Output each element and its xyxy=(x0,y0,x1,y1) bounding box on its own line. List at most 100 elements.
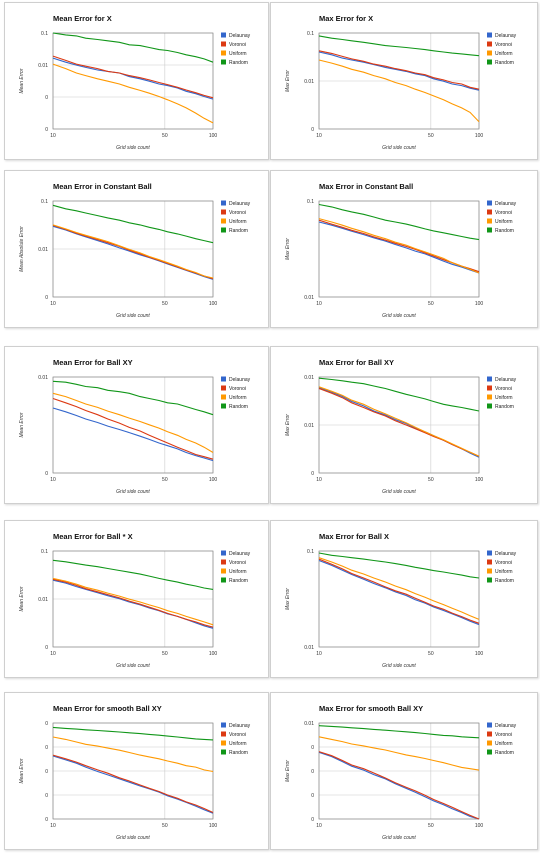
x-tick-label: 50 xyxy=(428,133,434,139)
chart-title: Max Error in Constant Ball xyxy=(319,182,413,191)
legend-swatch xyxy=(221,59,226,65)
legend-label: Uniform xyxy=(229,395,247,401)
chart-card: Mean Error for X 10 50 100 0 0 0.01 0.1 Grid sid… xyxy=(4,2,269,160)
legend-swatch xyxy=(487,41,492,47)
legend-label: Delaunay xyxy=(495,201,517,207)
line-chart: Max Error for smooth Ball XY 10 50 100 0 0 0 0 0… xyxy=(285,704,517,841)
y-axis-label: Mean Error xyxy=(19,586,25,611)
y-tick-label: 0 xyxy=(45,817,48,823)
chart-title: Max Error for X xyxy=(319,14,373,23)
x-tick-label: 100 xyxy=(209,301,218,307)
legend-swatch xyxy=(221,550,226,556)
chart-card: Max Error for Ball XY 10 50 100 0 0.01 0.01 Gri… xyxy=(270,346,538,504)
y-tick-label: 0.01 xyxy=(304,295,314,301)
chart-card: Max Error in Constant Ball 10 50 100 0.01 0.1… xyxy=(270,170,538,328)
chart-title: Mean Error for smooth Ball XY xyxy=(53,704,162,713)
y-tick-label: 0.01 xyxy=(304,79,314,85)
series-line-uniform xyxy=(52,224,214,279)
line-chart: Max Error for Ball XY 10 50 100 0 0.01 0.01 Gri… xyxy=(285,358,517,495)
legend-label: Random xyxy=(495,404,514,410)
legend-swatch xyxy=(487,32,492,38)
y-tick-label: 0 xyxy=(45,127,48,133)
y-tick-label: 0.1 xyxy=(307,549,314,555)
legend-label: Voronoi xyxy=(229,386,246,392)
legend-swatch xyxy=(221,740,226,746)
x-tick-label: 10 xyxy=(50,301,56,307)
y-tick-label: 0.1 xyxy=(41,549,48,555)
legend-swatch xyxy=(221,200,226,206)
legend-swatch xyxy=(487,550,492,556)
x-tick-label: 100 xyxy=(475,823,484,829)
y-axis-label: Mean Error xyxy=(19,412,25,437)
series-line-random xyxy=(52,726,214,741)
legend-label: Uniform xyxy=(495,741,513,747)
legend-label: Delaunay xyxy=(229,723,251,729)
y-tick-label: 0.01 xyxy=(38,375,48,381)
series-line-voronoi xyxy=(52,397,214,460)
y-tick-label: 0.1 xyxy=(307,31,314,37)
x-tick-label: 10 xyxy=(316,477,322,483)
legend-label: Uniform xyxy=(229,219,247,225)
legend-swatch xyxy=(221,731,226,737)
legend-label: Random xyxy=(495,750,514,756)
legend-label: Delaunay xyxy=(495,723,517,729)
legend-swatch xyxy=(221,227,226,233)
line-chart: Max Error in Constant Ball 10 50 100 0.01 0.1… xyxy=(285,182,517,319)
legend-label: Uniform xyxy=(229,51,247,57)
legend-label: Random xyxy=(229,404,248,410)
series-line-delaunay xyxy=(52,579,214,629)
legend-label: Voronoi xyxy=(229,560,246,566)
line-chart: Max Error for X 10 50 100 0 0.01 0.1 Grid side … xyxy=(285,14,517,151)
series-line-voronoi xyxy=(318,50,480,90)
chart-title: Mean Error in Constant Ball xyxy=(53,182,152,191)
series-line-random xyxy=(318,35,480,57)
y-tick-label: 0 xyxy=(45,471,48,477)
x-tick-label: 100 xyxy=(209,133,218,139)
series-line-random xyxy=(52,32,214,63)
chart-title: Mean Error for Ball * X xyxy=(53,532,133,541)
y-axis-label: Max Error xyxy=(285,414,291,436)
y-tick-label: 0.01 xyxy=(304,645,314,651)
y-axis-label: Max Error xyxy=(285,760,291,782)
series-line-uniform xyxy=(318,59,480,123)
legend-label: Delaunay xyxy=(495,33,517,39)
y-tick-label: 0 xyxy=(45,95,48,101)
legend-swatch xyxy=(487,722,492,728)
x-axis-label: Grid side count xyxy=(382,835,416,841)
series-line-uniform xyxy=(52,392,214,453)
x-tick-label: 100 xyxy=(209,477,218,483)
plot-frame xyxy=(318,200,480,298)
y-tick-label: 0 xyxy=(311,817,314,823)
series-line-random xyxy=(52,204,214,244)
chart-title: Max Error for smooth Ball XY xyxy=(319,704,423,713)
legend-swatch xyxy=(221,394,226,400)
x-tick-label: 50 xyxy=(162,823,168,829)
plot-frame xyxy=(318,722,480,820)
legend-label: Random xyxy=(229,578,248,584)
y-tick-label: 0 xyxy=(45,745,48,751)
x-tick-label: 100 xyxy=(475,301,484,307)
series-line-random xyxy=(318,377,480,412)
x-axis-label: Grid side count xyxy=(116,313,150,319)
chart-card: Mean Error for Ball XY 10 50 100 0 0.01 Grid s… xyxy=(4,346,269,504)
legend-label: Delaunay xyxy=(495,551,517,557)
y-tick-label: 0 xyxy=(311,127,314,133)
x-tick-label: 100 xyxy=(209,823,218,829)
legend-swatch xyxy=(221,749,226,755)
legend-swatch xyxy=(487,227,492,233)
y-tick-label: 0 xyxy=(311,471,314,477)
y-tick-label: 0.01 xyxy=(304,721,314,727)
legend-label: Uniform xyxy=(495,219,513,225)
x-tick-label: 50 xyxy=(428,301,434,307)
chart-card: Max Error for smooth Ball XY 10 50 100 0 0 0 0 0… xyxy=(270,692,538,850)
y-tick-label: 0 xyxy=(311,793,314,799)
plot-frame xyxy=(318,376,480,474)
legend-label: Delaunay xyxy=(229,201,251,207)
legend-label: Random xyxy=(229,750,248,756)
x-tick-label: 10 xyxy=(316,651,322,657)
x-tick-label: 50 xyxy=(162,651,168,657)
series-line-random xyxy=(318,552,480,579)
plot-frame xyxy=(52,376,214,474)
series-line-voronoi xyxy=(318,558,480,624)
legend-swatch xyxy=(487,740,492,746)
